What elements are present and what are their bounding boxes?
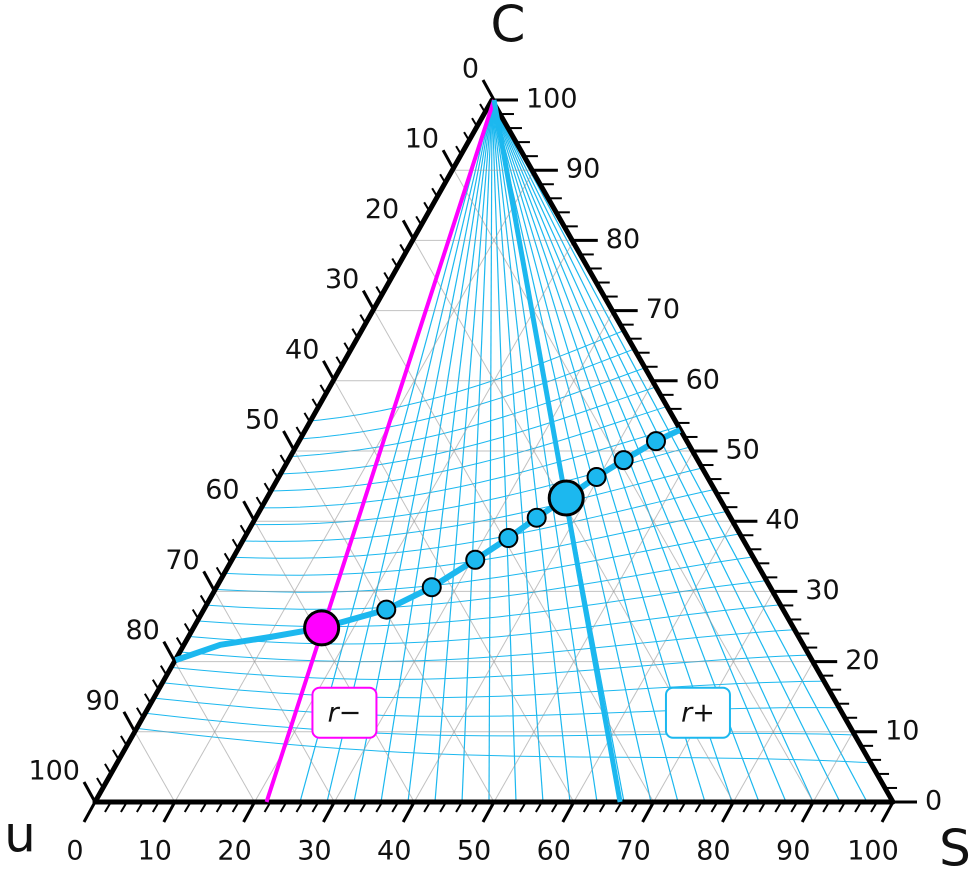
point [613,450,634,471]
tick-label: 40 [377,836,411,867]
tick [162,801,177,823]
tick-label: 0 [66,836,83,867]
triangle-frame [92,97,896,805]
mesh-curve [99,675,893,699]
tick [800,801,815,823]
ray [264,99,496,803]
grid-line [493,450,694,803]
tick [561,801,576,823]
ray-label-text: r+ [681,697,715,728]
grid-line [573,520,734,803]
tick-label: 10 [138,836,172,867]
grid-line [174,661,256,803]
tick-label: 70 [165,545,199,576]
tick-label: 80 [125,615,159,646]
grid-line [732,661,814,803]
tick [721,801,735,823]
tick-label: 50 [457,836,491,867]
ray [491,99,623,803]
point [498,528,519,549]
tick-label: 70 [616,836,650,867]
mesh-curve [99,349,893,492]
tick [641,801,655,823]
mesh-curve [99,653,893,681]
vertex-label: S [939,820,971,875]
grid-line [254,520,415,803]
vertex-label: u [4,806,36,864]
tick-label: 40 [765,505,799,536]
tick-label: 100 [28,756,80,787]
tick-label: 20 [845,645,879,676]
ray-label-text: r− [328,697,362,728]
tick-label: 20 [217,836,251,867]
tick-label: 90 [566,154,600,185]
tick-label: 90 [86,685,120,716]
mesh-curve [99,625,893,663]
tick [322,801,336,823]
grid-line [214,591,335,803]
tick-label: 10 [405,124,439,155]
ray-label-box [311,686,378,739]
grid-line [812,731,854,803]
grid-line [174,169,535,803]
ray-label-box [664,686,731,739]
tick-label: 30 [297,836,331,867]
tick-label: 40 [285,334,319,365]
grid-line [453,169,814,803]
marker [303,609,341,647]
point [421,577,442,598]
tick-label: 50 [726,435,760,466]
marker [547,479,585,517]
point [526,507,547,528]
ray-label: r− [311,686,378,739]
grid: 0 0 0 10 10 10 20 20 20 30 30 30 40 40 40 50 50 50 60 60 60 7… [28,54,942,867]
grid-line [294,450,495,803]
tick [481,801,496,823]
tick-label: 60 [537,836,571,867]
tick [82,801,97,823]
tick [122,711,137,733]
point [376,599,397,620]
tick-label: 30 [325,264,359,295]
tick-label: 20 [365,194,399,225]
tick-label: 100 [847,836,899,867]
mesh-curve [99,691,893,717]
tick [162,640,177,663]
tick [202,570,217,593]
tick-label: 0 [925,786,942,817]
vertex-label: C [491,0,526,54]
tick-label: 90 [776,836,810,867]
tick [880,801,895,823]
point [586,466,607,487]
tick-label: 0 [462,54,479,85]
grid-line [134,731,176,803]
tick-label: 10 [885,715,919,746]
tick-label: 30 [805,575,839,606]
plot: r− r+ [174,99,731,803]
mesh-curve [99,267,893,442]
tick [242,500,256,522]
tick [82,781,97,803]
tick-label: 60 [686,364,720,395]
mesh-curve [99,707,893,738]
tick-label: 100 [526,84,578,115]
tick-label: 70 [646,294,680,325]
tick [481,79,496,101]
tick-label: 80 [696,836,730,867]
tick [242,801,256,823]
tick-label: 60 [205,475,239,506]
tick-label: 80 [606,224,640,255]
tick-label: 50 [245,405,279,436]
point [465,549,486,570]
ray-label: r+ [664,686,731,739]
tick [401,801,416,823]
mesh-curve [99,723,893,765]
point [645,431,666,452]
